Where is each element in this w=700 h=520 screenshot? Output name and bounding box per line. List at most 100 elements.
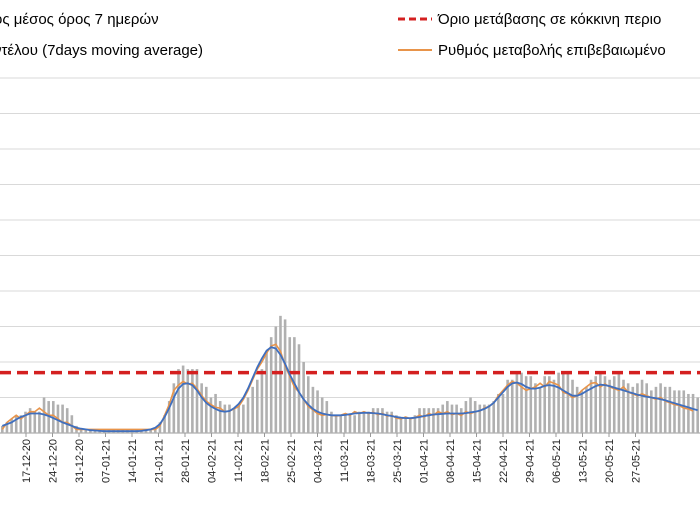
- bar: [195, 369, 199, 433]
- bar: [371, 408, 375, 433]
- bar: [487, 404, 491, 433]
- bar: [510, 379, 514, 433]
- bar: [24, 411, 27, 433]
- x-tick-label: 06-05-21: [551, 439, 563, 483]
- bar: [575, 386, 579, 433]
- bar: [265, 351, 268, 433]
- bar: [385, 411, 389, 433]
- bar: [362, 411, 366, 433]
- bar: [548, 376, 551, 433]
- bar: [325, 401, 329, 433]
- bar: [464, 401, 468, 433]
- bar: [218, 401, 222, 433]
- bar: [357, 411, 361, 433]
- legend: ος μέσος όρος 7 ημερών ντέλου (7days mov…: [0, 11, 666, 59]
- bar: [585, 386, 588, 433]
- bar: [501, 393, 505, 433]
- bar: [376, 408, 380, 433]
- x-tick-label: 29-04-21: [525, 439, 537, 483]
- bar: [84, 429, 88, 433]
- bar: [529, 376, 533, 433]
- bar: [432, 408, 435, 433]
- bar: [691, 393, 695, 433]
- x-tick-label: 08-04-21: [445, 439, 457, 483]
- bar: [14, 415, 18, 433]
- bar: [668, 386, 672, 433]
- bar: [506, 379, 509, 433]
- bar: [381, 408, 384, 433]
- x-tick-label: 17-12-20: [21, 439, 33, 483]
- bar: [580, 390, 584, 433]
- gridlines: [0, 77, 700, 434]
- bar: [186, 369, 190, 433]
- bar: [450, 404, 454, 433]
- bar: [242, 404, 245, 433]
- bar: [154, 429, 157, 433]
- bar: [209, 397, 213, 433]
- bar: [552, 379, 556, 433]
- bar: [191, 369, 194, 433]
- x-tick-label: 27-05-21: [631, 439, 643, 483]
- bar: [177, 369, 180, 433]
- bar: [455, 404, 458, 433]
- bar: [561, 372, 565, 433]
- bar: [650, 390, 653, 433]
- rate-line: [1, 343, 694, 431]
- legend-label-2: ντέλου (7days moving average): [0, 42, 203, 59]
- bar: [673, 390, 676, 433]
- bar: [427, 408, 431, 433]
- bar: [538, 386, 542, 433]
- bar: [478, 404, 482, 433]
- x-tick-label: 07-01-21: [101, 439, 113, 483]
- bar: [274, 326, 278, 433]
- bar: [5, 422, 9, 433]
- x-axis: 17-12-20 24-12-20 31-12-20 07-01-21 14-01-21…: [21, 433, 643, 483]
- x-tick-label: 13-05-21: [578, 439, 590, 483]
- bar: [200, 383, 203, 433]
- bar: [47, 401, 50, 433]
- x-tick-label: 11-03-21: [339, 439, 351, 482]
- bar: [172, 383, 176, 433]
- x-tick-label: 31-12-20: [74, 439, 86, 483]
- bar: [399, 418, 403, 433]
- bar: [38, 411, 41, 433]
- bar: [408, 418, 412, 433]
- bar: [436, 408, 440, 433]
- x-tick-label: 24-12-20: [48, 439, 60, 483]
- line-series: [1, 343, 698, 433]
- x-tick-label: 01-04-21: [419, 439, 431, 483]
- x-tick-label: 25-03-21: [392, 439, 404, 483]
- bar: [144, 429, 148, 433]
- bar: [232, 408, 236, 433]
- bar: [297, 344, 301, 433]
- bar: [677, 390, 681, 433]
- bar: [617, 372, 621, 433]
- bar: [279, 315, 282, 433]
- bar-series: [1, 315, 699, 433]
- bar: [10, 418, 13, 433]
- bar: [640, 379, 644, 433]
- bar: [79, 429, 83, 433]
- bar: [687, 393, 690, 433]
- bar: [404, 418, 407, 433]
- bar: [70, 415, 74, 433]
- bar: [149, 429, 152, 433]
- bar: [302, 362, 305, 433]
- x-tick-label: 14-01-21: [127, 439, 139, 483]
- x-tick-label: 22-04-21: [498, 439, 510, 483]
- bar: [418, 408, 421, 433]
- bar: [167, 401, 171, 433]
- bar: [367, 411, 370, 433]
- x-tick-label: 25-02-21: [286, 439, 298, 483]
- bar: [459, 408, 463, 433]
- bar: [696, 397, 699, 433]
- bar: [441, 404, 445, 433]
- bar: [603, 376, 607, 433]
- bar: [390, 411, 394, 433]
- bar: [626, 383, 630, 433]
- bar: [158, 422, 162, 433]
- bar: [28, 408, 32, 433]
- bar: [181, 365, 185, 433]
- x-tick-label: 11-02-21: [233, 439, 245, 482]
- bar: [599, 372, 602, 433]
